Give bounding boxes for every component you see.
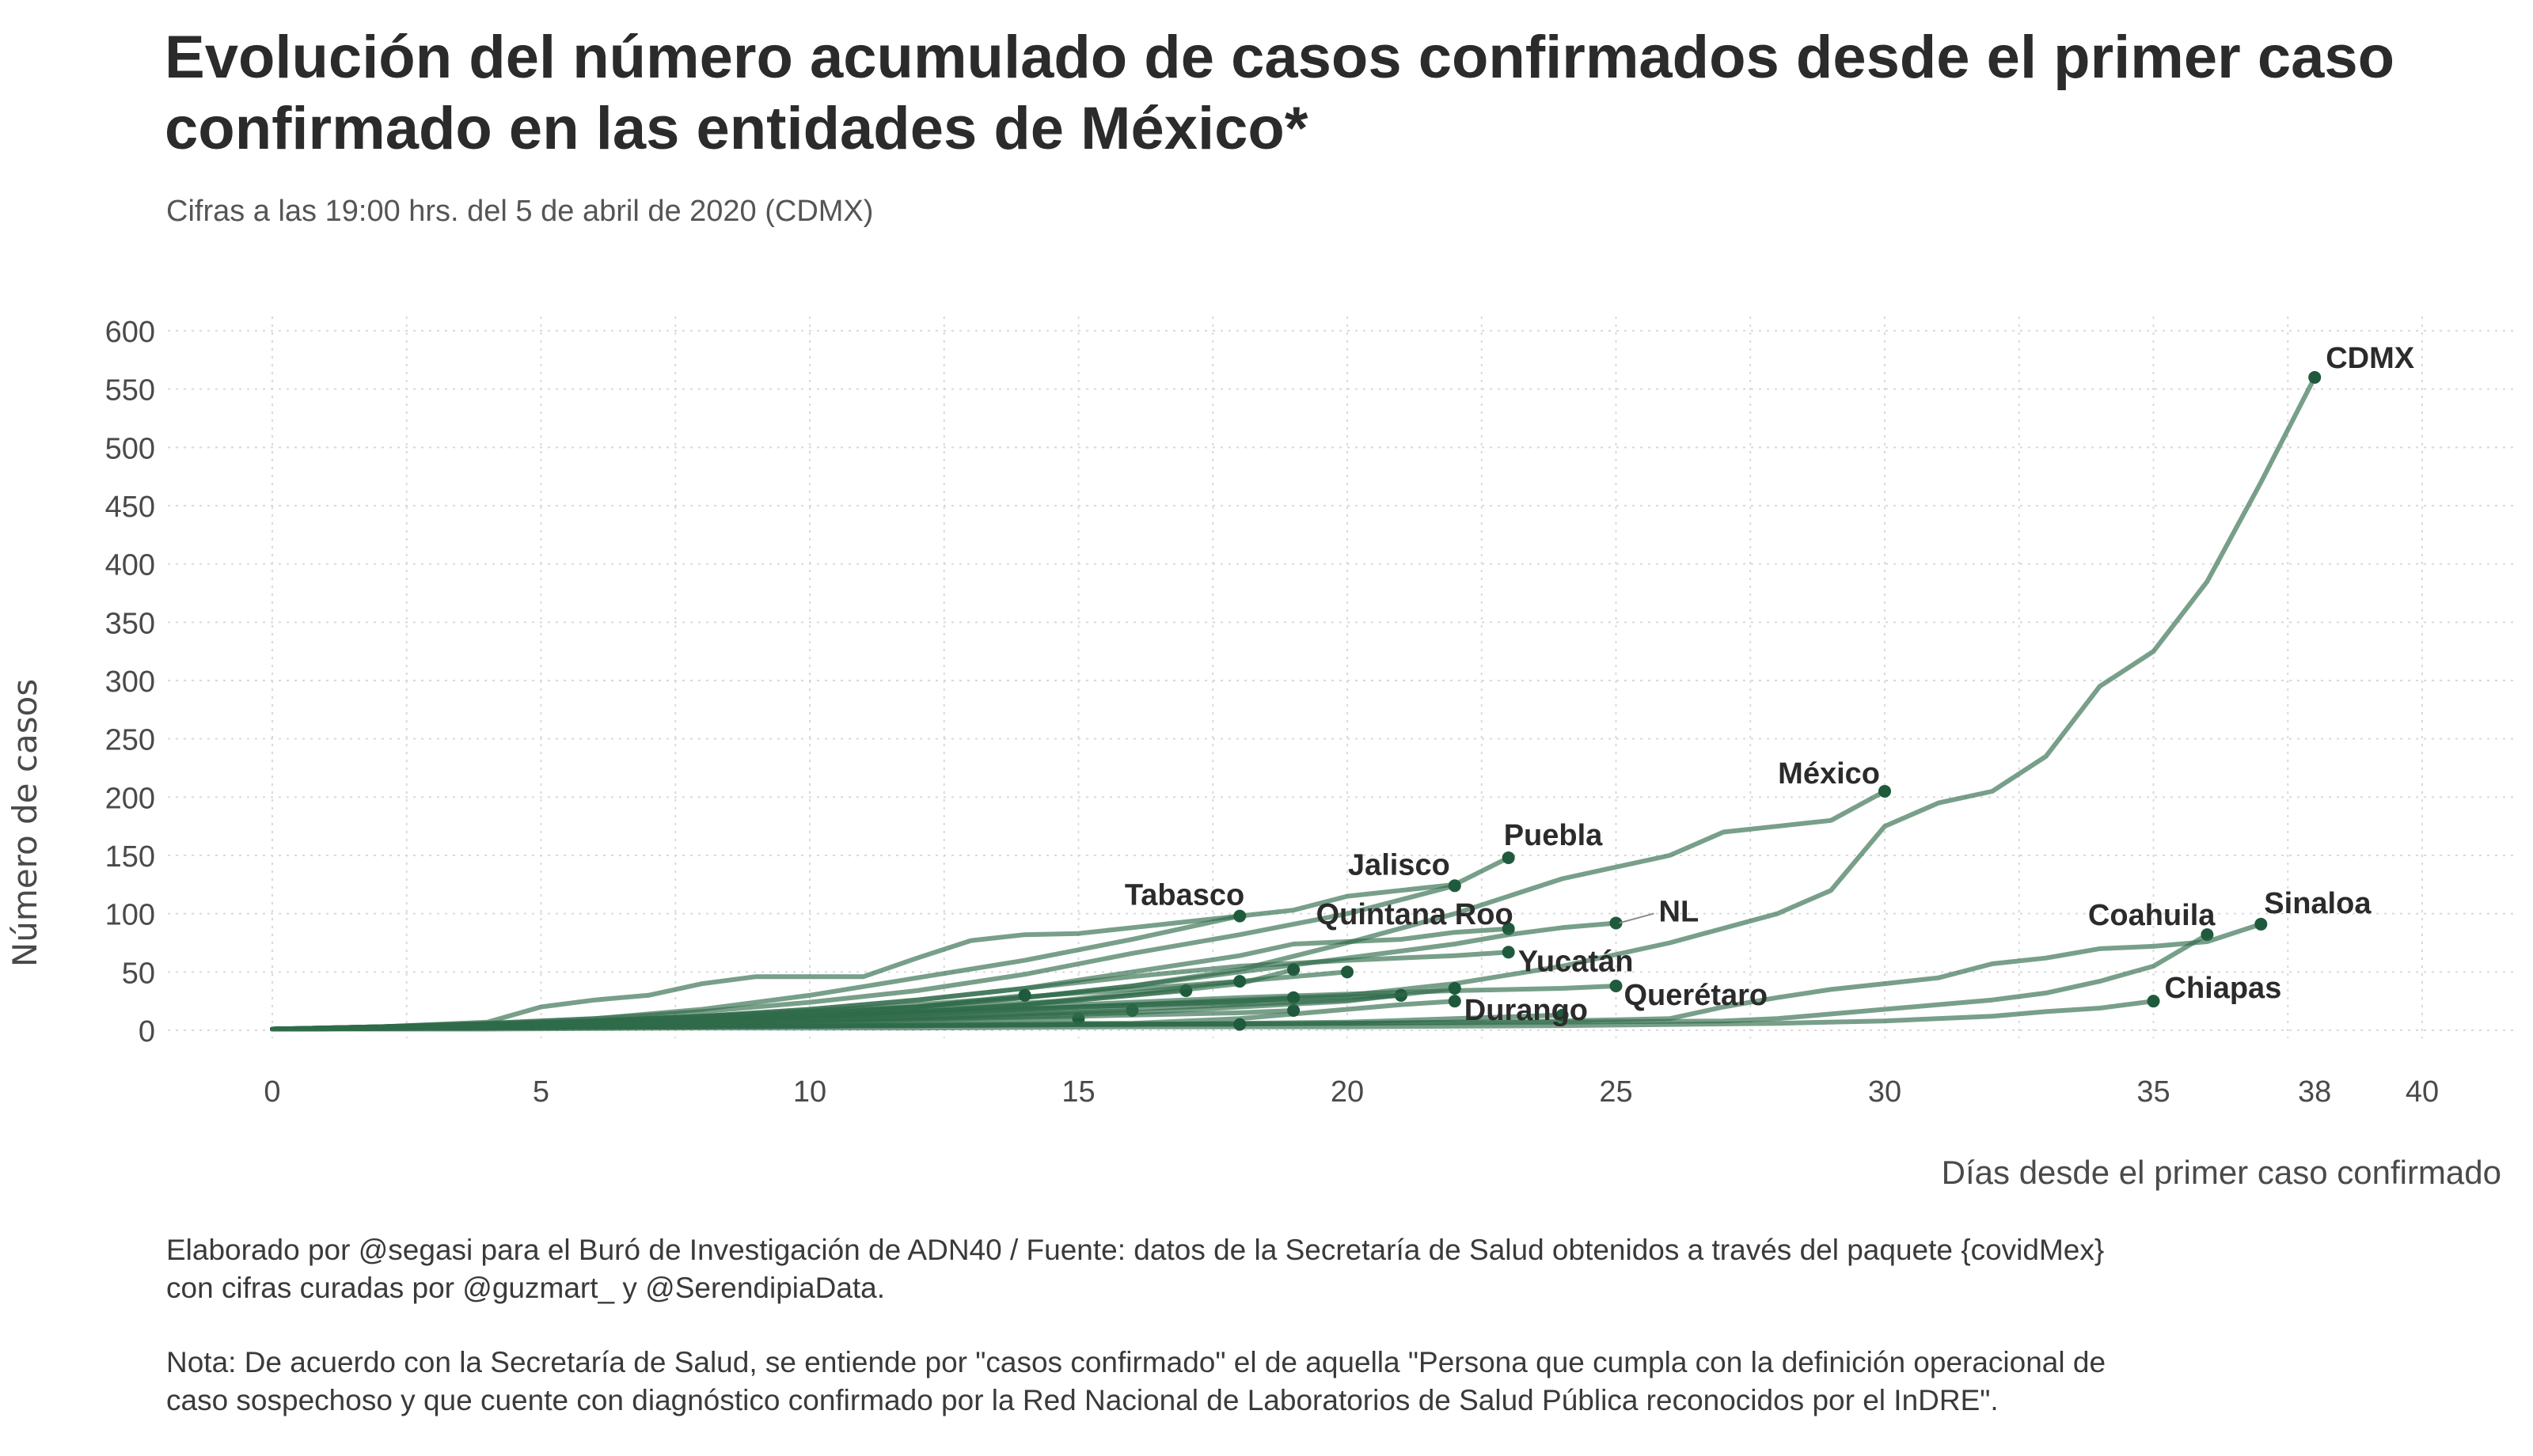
- x-tick-label: 35: [2136, 1075, 2170, 1109]
- y-tick-label: 450: [105, 491, 155, 524]
- x-tick-label: 25: [1599, 1075, 1632, 1109]
- series-label: NL: [1659, 895, 1699, 928]
- series-endpoint: [1609, 916, 1623, 930]
- series-endpoint: [1502, 946, 1515, 959]
- line-chart: 0 50 100 150 200 250 300 350 400 450 500 550 600 0 5 10…: [6, 316, 2517, 1191]
- series-label: Puebla: [1504, 819, 1603, 852]
- series-label: Sinaloa: [2264, 887, 2372, 920]
- series-endpoint: [1287, 963, 1301, 976]
- series-endpoint: [1233, 975, 1247, 988]
- series-lines: [270, 370, 2322, 1032]
- series-labels: CDMX México Puebla Jalisco Tabasco Quintana R…: [1125, 342, 2415, 1027]
- series-label: Quintana Roo: [1316, 898, 1513, 931]
- x-tick-label: 38: [2298, 1075, 2331, 1109]
- series-label: Tabasco: [1125, 879, 1244, 912]
- y-tick-label: 550: [105, 374, 155, 408]
- series-label: Chiapas: [2165, 972, 2282, 1005]
- series-line: [270, 986, 1457, 1032]
- axes: 0 50 100 150 200 250 300 350 400 450 500 550 600 0 5 10…: [105, 316, 2440, 1109]
- chart-subtitle: Cifras a las 19:00 hrs. del 5 de abril d…: [166, 195, 874, 228]
- series-label: Querétaro: [1624, 979, 1768, 1012]
- series-label: México: [1778, 757, 1880, 791]
- y-tick-label: 0: [139, 1015, 155, 1048]
- x-tick-label: 0: [264, 1075, 280, 1109]
- x-tick-label: 20: [1331, 1075, 1364, 1109]
- chart-title: Evolución del número acumulado de casos …: [165, 22, 2460, 165]
- y-tick-label: 350: [105, 607, 155, 640]
- source-note: Elaborado por @segasi para el Buró de In…: [166, 1231, 2462, 1307]
- series-endpoint: [1233, 909, 1247, 923]
- series-endpoint: [1287, 1003, 1301, 1017]
- series-endpoint: [1448, 981, 1461, 995]
- y-tick-label: 200: [105, 782, 155, 815]
- x-tick-label: 30: [1868, 1075, 1901, 1109]
- y-tick-label: 500: [105, 432, 155, 465]
- series-endpoint: [1341, 965, 1354, 979]
- x-axis-label: Días desde el primer caso confirmado: [1942, 1154, 2501, 1191]
- source-line-1: Elaborado por @segasi para el Buró de In…: [166, 1234, 2105, 1266]
- y-tick-label: 400: [105, 549, 155, 582]
- y-tick-label: 300: [105, 665, 155, 699]
- series-endpoint: [1287, 991, 1301, 1004]
- source-line-2: con cifras curadas por @guzmart_ y @Sere…: [166, 1272, 886, 1304]
- series-endpoint: [2254, 917, 2268, 931]
- y-tick-label: 250: [105, 724, 155, 757]
- y-tick-label: 600: [105, 316, 155, 349]
- chart-title-line-1: Evolución del número acumulado de casos …: [165, 24, 2395, 91]
- x-tick-label: 5: [533, 1075, 549, 1109]
- y-tick-label: 50: [122, 957, 155, 990]
- series-label: Durango: [1464, 994, 1588, 1027]
- x-tick-label: 10: [793, 1075, 826, 1109]
- series-label: Jalisco: [1348, 848, 1450, 882]
- x-tick-label: 40: [2406, 1075, 2439, 1109]
- note-line-2: caso sospechoso y que cuente con diagnós…: [166, 1384, 1999, 1416]
- definition-note: Nota: De acuerdo con la Secretaría de Sa…: [166, 1344, 2462, 1420]
- series-endpoint: [1555, 1008, 1569, 1022]
- series-endpoint: [2308, 370, 2322, 384]
- x-tick-label: 15: [1061, 1075, 1095, 1109]
- grid: [168, 317, 2517, 1038]
- series-endpoint: [1018, 988, 1031, 1002]
- series-endpoint: [1878, 784, 1891, 798]
- series-endpoint: [1233, 1018, 1247, 1031]
- series-endpoint: [1448, 995, 1461, 1008]
- note-line-1: Nota: De acuerdo con la Secretaría de Sa…: [166, 1346, 2106, 1378]
- series-label: CDMX: [2326, 342, 2415, 375]
- y-tick-label: 100: [105, 899, 155, 932]
- series-endpoint: [1448, 879, 1461, 893]
- y-tick-label: 150: [105, 840, 155, 874]
- y-axis-label: Número de casos: [6, 679, 44, 967]
- footer: Elaborado por @segasi para el Buró de In…: [166, 1231, 2462, 1456]
- series-line-cdmx: [270, 374, 2318, 1032]
- series-label: Yucatán: [1518, 945, 1634, 978]
- label-leader-line: [1619, 912, 1654, 924]
- series-label: Coahuila: [2088, 899, 2216, 932]
- series-endpoint: [2201, 928, 2214, 942]
- series-endpoint: [2147, 995, 2160, 1008]
- series-endpoint: [1502, 851, 1515, 864]
- series-endpoint: [1609, 980, 1623, 993]
- chart-title-line-2: confirmado en las entidades de México*: [165, 95, 1308, 162]
- series-line-puebla: [270, 855, 1511, 1032]
